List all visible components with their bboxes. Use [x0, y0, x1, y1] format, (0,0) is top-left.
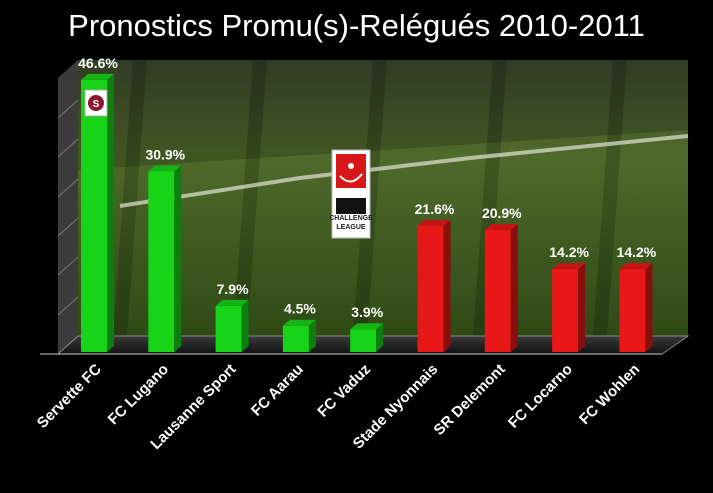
chart-title: Pronostics Promu(s)-Relégués 2010-2011 — [68, 8, 645, 43]
bar-front — [148, 171, 175, 352]
value-label: 14.2% — [549, 244, 589, 260]
bar-top — [619, 263, 653, 270]
bar-top — [215, 299, 249, 306]
bar-front — [215, 305, 242, 352]
bar — [148, 165, 182, 352]
tick-label: Servette FC — [34, 361, 105, 432]
bar-top — [350, 323, 384, 330]
bar-top — [484, 223, 518, 230]
left-wall — [57, 60, 79, 354]
value-label: 4.5% — [284, 301, 316, 317]
value-labels-group: 46.6% 30.9% 7.9% 4.5% 3.9% 21.6% 20.9% 14.2% 14.… — [78, 55, 657, 320]
value-label: 20.9% — [482, 205, 522, 221]
bar-front — [81, 79, 107, 352]
bar-front — [417, 225, 444, 352]
bar — [552, 263, 586, 352]
bar-side — [645, 263, 653, 352]
bar-side — [578, 263, 586, 352]
bar-front — [282, 325, 309, 352]
bar-front — [619, 269, 646, 352]
bar-side — [376, 323, 384, 352]
bar — [215, 299, 249, 352]
bar-top — [552, 263, 586, 270]
league-logo-text-1: CHALLENGE — [329, 215, 373, 222]
value-label: 21.6% — [415, 201, 455, 217]
bar-side — [241, 299, 249, 352]
value-label: 30.9% — [145, 147, 185, 163]
badge-letter: S — [93, 99, 100, 110]
bar — [417, 219, 451, 352]
bar — [619, 263, 653, 352]
value-label: 7.9% — [217, 281, 249, 297]
tick-label: FC Vaduz — [314, 361, 374, 421]
value-label: 3.9% — [351, 304, 383, 320]
tick-label: SR Delemont — [431, 361, 509, 439]
tick-label: FC Lugano — [105, 361, 172, 428]
bar-side — [510, 223, 518, 352]
bar-top — [417, 219, 451, 226]
bar-side — [308, 319, 316, 352]
bar — [282, 319, 316, 352]
bar-top — [81, 73, 114, 80]
bar — [81, 73, 114, 352]
bar-top — [148, 165, 182, 172]
value-label: 14.2% — [617, 244, 657, 260]
pitch-background — [78, 59, 689, 337]
bar-side — [174, 165, 182, 352]
bar-side — [443, 219, 451, 352]
tick-label: FC Locarno — [505, 361, 576, 432]
league-logo-text-2: LEAGUE — [336, 224, 366, 231]
bar-front — [350, 329, 377, 352]
bar-front — [484, 229, 511, 352]
bar-front — [552, 269, 579, 352]
bars-group — [81, 73, 653, 352]
tick-label: FC Wohlen — [576, 361, 643, 428]
bar-top — [282, 319, 316, 326]
bar-side — [107, 73, 114, 352]
servette-badge-icon: S — [84, 89, 108, 117]
value-label: 46.6% — [78, 55, 118, 71]
bar — [350, 323, 384, 352]
bar — [484, 223, 518, 352]
challenge-league-logo: CHALLENGE LEAGUE — [329, 149, 373, 239]
tick-label: FC Aarau — [248, 361, 307, 420]
